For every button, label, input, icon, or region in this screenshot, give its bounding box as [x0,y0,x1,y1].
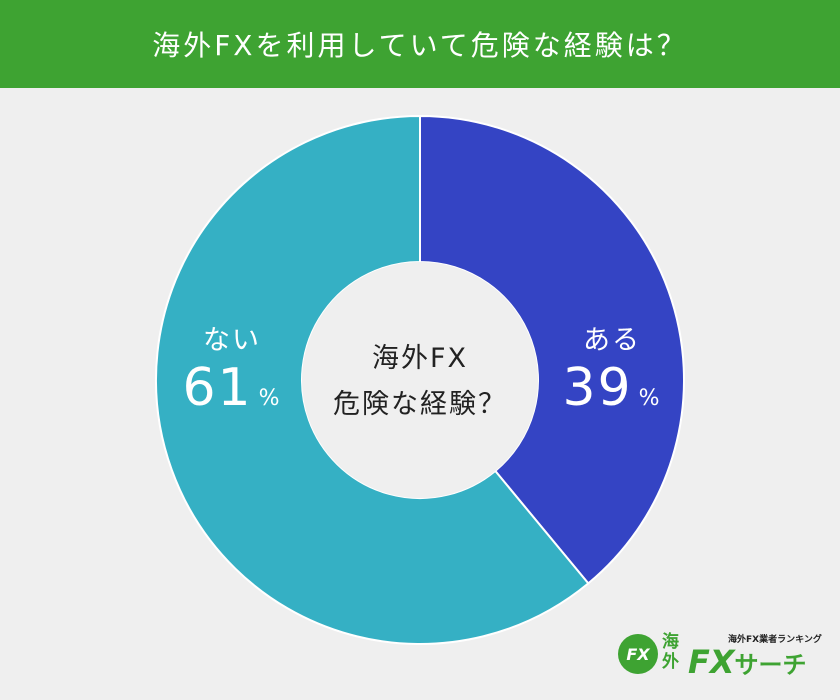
donut-hole [302,262,538,498]
center-line-1: 海外FX [371,343,469,374]
donut-center-text: 海外FX 危険な経験？ [320,336,520,428]
slice-label-no: ない 61% [172,324,292,429]
chart-area: 海外FX 危険な経験？ ある 39% ない 61% [0,88,840,700]
logo-search-text: サーチ [734,651,807,679]
logo-kaigai-text: 海外 [662,632,679,672]
slice-value-no: 61% [172,358,292,429]
slice-value-no-number: 61 [182,358,253,418]
slice-value-no-unit: % [258,386,282,411]
donut-chart [155,114,685,645]
slice-name-no: ない [203,325,261,356]
logo-wordmark: FXサーチ [688,642,807,685]
brand-logo: FX 海外 海外FX業者ランキング FXサーチ [618,630,828,690]
slice-value-yes-number: 39 [562,358,633,418]
chart-title: 海外FXを利用していて危険な経験は？ [152,29,688,62]
center-line-2: 危険な経験？ [333,389,507,420]
logo-subtitle: 海外FX業者ランキング [728,635,822,645]
slice-label-yes: ある 39% [552,324,672,429]
slice-value-yes: 39% [552,358,672,429]
header-bar: 海外FXを利用していて危険な経験は？ [0,0,840,88]
fx-badge-icon: FX [618,634,658,674]
logo-fx-text: FX [688,643,735,681]
slice-value-yes-unit: % [638,386,662,411]
slice-name-yes: ある [583,325,641,356]
